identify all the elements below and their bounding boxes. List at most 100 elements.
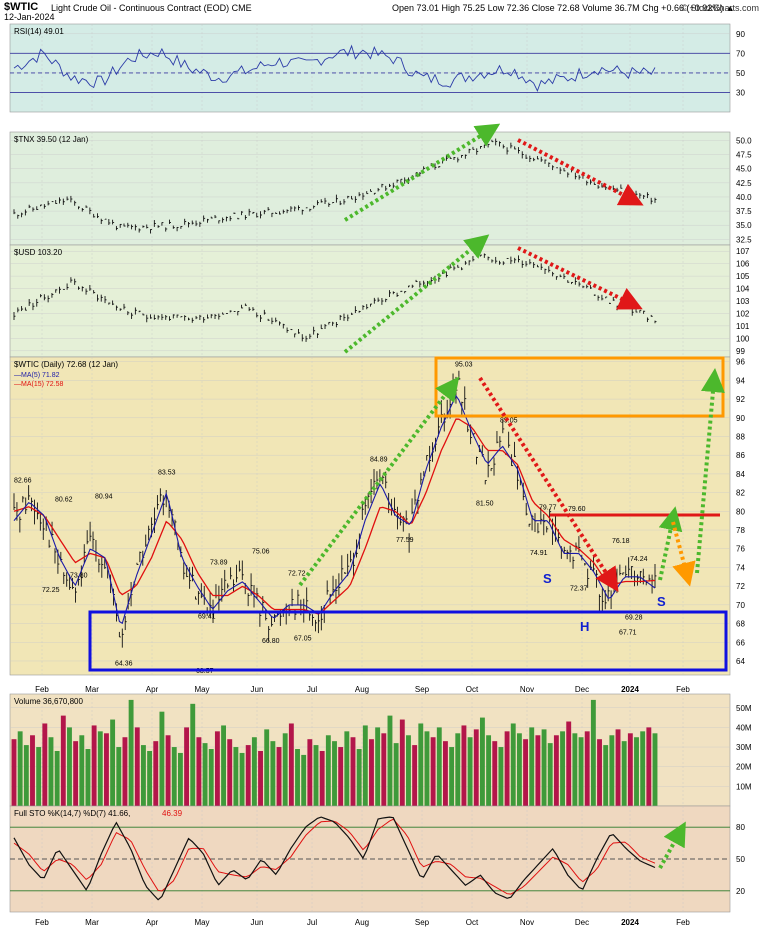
month-label: Oct (466, 685, 479, 694)
y-tick-label: 47.5 (736, 151, 752, 160)
volume-bar (473, 729, 479, 806)
y-tick-label: 80 (736, 823, 745, 832)
stochastic-d-line (13, 818, 656, 895)
volume-bar (319, 750, 325, 806)
price-annotation: 72.37 (570, 586, 588, 593)
ma5-line (13, 394, 656, 625)
month-label: Jul (307, 685, 317, 694)
volume-bar (455, 733, 461, 806)
month-label: May (194, 685, 209, 694)
month-label: Jun (251, 685, 264, 694)
y-tick-label: 37.5 (736, 207, 752, 216)
volume-bar (245, 745, 251, 806)
price-annotation: 95.03 (455, 362, 473, 369)
volume-bar (42, 723, 48, 806)
stochastic-title: Full STO %K(14,7) %D(7) 41.66, (14, 809, 130, 818)
y-tick-label: 105 (736, 272, 750, 281)
volume-bar (184, 727, 190, 806)
y-tick-label: 40M (736, 723, 752, 732)
volume-bar (590, 699, 596, 806)
price-annotation: 79.77 (539, 504, 557, 511)
volume-bar (621, 741, 627, 806)
volume-bar (190, 703, 196, 806)
pattern-label-s: S (543, 571, 552, 586)
volume-bar (60, 715, 66, 806)
y-tick-label: 82 (736, 489, 745, 498)
volume-bar (406, 735, 411, 806)
month-label: 2024 (621, 685, 639, 694)
volume-bar (584, 731, 590, 806)
y-tick-label: 70 (736, 601, 745, 610)
y-tick-label: 88 (736, 433, 745, 442)
price-annotation: 77.59 (396, 537, 414, 544)
volume-bar (282, 733, 288, 806)
volume-bar (116, 747, 122, 806)
price-annotation: 72.25 (42, 587, 60, 594)
volume-bar (171, 747, 177, 806)
ma15-line (13, 418, 656, 615)
month-label-bottom: Aug (355, 918, 369, 927)
y-tick-label: 50 (736, 855, 745, 864)
volume-bar (214, 731, 220, 806)
price-annotation: 73.80 (70, 572, 88, 579)
volume-bar (362, 725, 368, 806)
price-annotation: 74.91 (530, 550, 548, 557)
y-tick-label: 32.5 (736, 235, 752, 244)
price-annotation: 82.66 (14, 477, 32, 484)
month-label: Sep (415, 685, 430, 694)
volume-bar (91, 725, 97, 806)
tnx-up-arrow (343, 123, 501, 222)
month-label-bottom: Nov (520, 918, 534, 927)
volume-bar (134, 727, 140, 806)
volume-bar (104, 733, 109, 806)
volume-bar (23, 745, 29, 806)
volume-bar (264, 729, 270, 806)
usd-up-arrow (343, 234, 490, 354)
month-label-bottom: Jun (251, 918, 264, 927)
volume-bar (288, 723, 294, 806)
y-tick-label: 92 (736, 395, 745, 404)
volume-bar (153, 741, 159, 806)
y-tick-label: 94 (736, 376, 745, 385)
copyright: © StockCharts.com (681, 3, 759, 13)
volume-bar (467, 737, 473, 806)
y-tick-label: 100 (736, 334, 750, 343)
rsi-panel (9, 23, 731, 113)
volume-bar (443, 741, 448, 806)
volume-bar (572, 733, 578, 806)
pattern-label-h: H (580, 619, 589, 634)
price-annotation: 80.94 (95, 494, 113, 501)
target-arrow (695, 368, 725, 574)
volume-bar (652, 733, 658, 806)
volume-bar (393, 743, 399, 806)
volume-bar (258, 750, 263, 806)
volume-bar (325, 735, 331, 806)
volume-bar (202, 743, 208, 806)
stochastic-d-value: 46.39 (162, 809, 183, 818)
volume-bar (479, 717, 485, 806)
volume-bar (578, 737, 584, 806)
y-tick-label: 78 (736, 526, 745, 535)
y-tick-label: 20 (736, 887, 745, 896)
price-annotation: 89.05 (500, 418, 518, 425)
volume-bar (36, 747, 42, 806)
month-label-bottom: Jul (307, 918, 317, 927)
volume-bar (276, 747, 282, 806)
month-label: Feb (676, 685, 690, 694)
volume-bar (547, 743, 553, 806)
volume-bar (529, 727, 535, 806)
price-annotation: 67.05 (294, 635, 312, 642)
volume-bar (221, 725, 226, 806)
ohlc-summary: Open 73.01 High 75.25 Low 72.36 Close 72… (392, 3, 735, 13)
price-annotation: 75.06 (252, 549, 270, 556)
y-tick-label: 86 (736, 451, 745, 460)
volume-bar (208, 749, 214, 806)
y-tick-label: 74 (736, 563, 745, 572)
volume-bar (177, 752, 183, 806)
month-label-bottom: Feb (35, 918, 49, 927)
price-annotation: 69.28 (625, 615, 643, 622)
volume-bar (30, 735, 35, 806)
stochastic-up-arrow (658, 821, 686, 869)
volume-bar (541, 729, 547, 806)
volume-bar (615, 729, 621, 806)
